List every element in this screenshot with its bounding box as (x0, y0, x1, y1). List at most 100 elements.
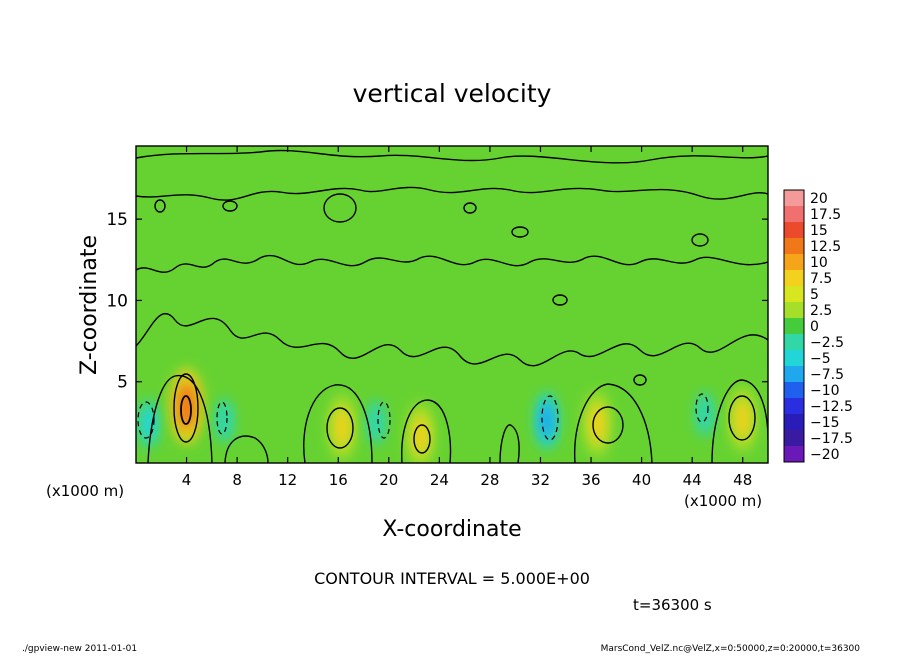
colorbar-swatch (784, 398, 804, 415)
contour-line-negative (137, 401, 155, 439)
contour-line-negative (541, 395, 559, 441)
contour-line (154, 199, 166, 213)
colorbar-swatch (784, 366, 804, 383)
contour-line (574, 383, 653, 463)
colorbar-swatch (784, 318, 804, 335)
contour-line (136, 149, 768, 164)
time-label: t=36300 s (633, 596, 712, 614)
contour-line (728, 395, 756, 441)
colorbar-label: 12.5 (810, 239, 841, 255)
x-unit-right: (x1000 m) (684, 492, 762, 510)
contour-line (401, 399, 452, 463)
x-tick-label: 32 (531, 471, 550, 489)
updraft-core (589, 403, 606, 445)
colorbar-swatch (784, 414, 804, 431)
contour-line (463, 202, 477, 214)
contour-line (303, 384, 373, 463)
contour-line (173, 373, 199, 443)
colorbar-swatch (784, 302, 804, 319)
colorbar-label: 7.5 (810, 271, 832, 287)
footer-right: MarsCond_VelZ.nc@VelZ,x=0:50000,z=0:2000… (601, 644, 861, 654)
colorbar-swatch (784, 430, 804, 447)
colorbar-label: −7.5 (810, 367, 844, 383)
colorbar-label: −2.5 (810, 335, 844, 351)
colorbar-label: 17.5 (810, 207, 841, 223)
y-axis: 5 10 15 (106, 210, 768, 393)
contour-line (326, 407, 354, 449)
plot-area (135, 145, 769, 464)
footer-left: ./gpview-new 2011-01-01 (22, 644, 137, 654)
colorbar-swatch (784, 190, 804, 207)
x-tick-label: 12 (278, 471, 297, 489)
x-tick-label: 44 (683, 471, 702, 489)
updraft-core (333, 406, 351, 448)
contour-lines (136, 149, 768, 463)
colorbar-label: −15 (810, 415, 840, 431)
contour-line-negative (695, 393, 709, 423)
colorbar-label: −20 (810, 447, 840, 463)
y-tick-label: 5 (117, 373, 128, 393)
updraft-core (734, 398, 752, 440)
contour-line (222, 200, 238, 212)
contour-line (691, 233, 709, 247)
colorbar-swatch (784, 286, 804, 303)
x-tick-label: 36 (581, 471, 600, 489)
x-tick-label: 24 (430, 471, 449, 489)
colorbar-swatch (784, 270, 804, 287)
contour-line-negative (377, 401, 391, 439)
contour-line-negative (216, 401, 228, 435)
colorbar-swatch (784, 334, 804, 351)
updraft-core (177, 382, 197, 430)
contour-line (413, 424, 431, 454)
plot-background (136, 146, 768, 463)
x-tick-label: 40 (632, 471, 651, 489)
colorbar-label: 15 (810, 223, 828, 239)
y-tick-label: 15 (106, 210, 128, 230)
x-axis: 4 8 12 16 20 24 28 32 36 40 44 48 (182, 146, 752, 489)
contour-line (147, 375, 213, 463)
colorbar-label: 10 (810, 255, 828, 271)
y-tick-label: 10 (106, 291, 128, 311)
colorbar-label: −17.5 (810, 431, 853, 447)
contour-line (136, 312, 768, 367)
contour-line (633, 374, 647, 386)
contour-line (180, 395, 192, 425)
downdraft-core (142, 408, 155, 440)
downdraft-core (218, 407, 231, 435)
contour-line (136, 254, 768, 273)
contour-line (711, 379, 768, 463)
contour-line (592, 406, 624, 444)
contour-line (552, 294, 568, 306)
colorbar: 2017.51512.5107.552.50−2.5−5−7.5−10−12.5… (783, 189, 853, 463)
colorbar-swatch (784, 206, 804, 223)
colorbar-swatch (784, 446, 804, 463)
x-tick-label: 16 (329, 471, 348, 489)
y-axis-label: Z-coordinate (77, 235, 102, 375)
x-tick-label: 8 (232, 471, 242, 489)
colorbar-label: 20 (810, 191, 828, 207)
colorbar-frame (783, 189, 805, 463)
colorbar-swatch (784, 254, 804, 271)
x-tick-label: 20 (379, 471, 398, 489)
colorbar-swatch (784, 350, 804, 367)
contour-line (511, 226, 529, 238)
colorbar-label: −12.5 (810, 399, 853, 415)
colorbar-label: 2.5 (810, 303, 832, 319)
colorbar-swatch (784, 238, 804, 255)
contour-line (323, 193, 357, 223)
x-tick-label: 48 (733, 471, 752, 489)
colorbar-swatch (784, 222, 804, 239)
x-tick-label: 28 (480, 471, 499, 489)
colorbar-label: −10 (810, 383, 840, 399)
colorbar-label: 0 (810, 319, 819, 335)
colorbar-label: −5 (810, 351, 831, 367)
colorbar-swatch (784, 382, 804, 399)
contour-interval: CONTOUR INTERVAL = 5.000E+00 (314, 569, 590, 588)
x-unit-left: (x1000 m) (46, 482, 124, 500)
colorbar-label: 5 (810, 287, 819, 303)
contour-line (136, 186, 768, 201)
x-axis-label: X-coordinate (382, 517, 521, 542)
contour-line (499, 424, 520, 463)
contour-line (224, 435, 269, 463)
